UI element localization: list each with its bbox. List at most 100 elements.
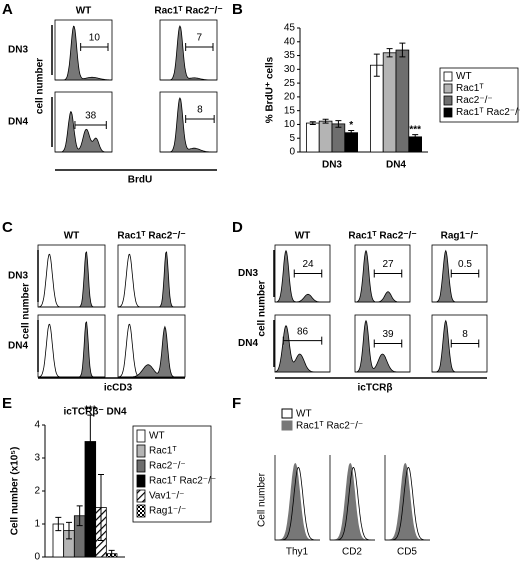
y-tick-label: 3 [34, 453, 40, 464]
panel-label: E [2, 395, 12, 412]
gate-value: 24 [302, 259, 314, 270]
legend-swatch [281, 408, 293, 419]
histogram [275, 462, 320, 541]
row-label: DN4 [8, 341, 28, 352]
error-bar [76, 505, 83, 527]
legend-swatch [136, 474, 146, 488]
plot-frame [37, 314, 106, 378]
y-axis-label: cell number [35, 58, 46, 114]
x-axis-label: icTCRβ [358, 383, 393, 394]
x-tick-label: DN3 [322, 160, 342, 171]
legend-swatch [443, 95, 453, 106]
column-header: Rac1ᵀ Rac2⁻/⁻ [117, 231, 185, 242]
legend-label: Rac2⁻/⁻ [456, 95, 493, 106]
plot-frame [117, 244, 186, 308]
plot-frame [37, 244, 106, 308]
bar [344, 132, 358, 153]
bar [382, 52, 397, 153]
error-bar [412, 134, 419, 140]
legend-label: Rag1⁻/⁻ [149, 506, 186, 517]
plot-frame [159, 91, 218, 153]
column-header: Rac1ᵀ Rac2⁻/⁻ [154, 6, 222, 17]
marker-label: Thy1 [286, 547, 309, 558]
y-tick-label: 30 [284, 64, 296, 75]
legend-swatch [136, 489, 146, 503]
legend-swatch [443, 71, 453, 82]
bar [395, 49, 410, 153]
legend-swatch [136, 444, 146, 458]
error-bar [399, 42, 406, 58]
histogram [37, 323, 105, 378]
gate-value: 7 [197, 33, 203, 44]
y-axis-label: % BrdU⁺ cells [265, 56, 276, 123]
y-tick-label: 35 [284, 50, 296, 61]
legend-swatch [136, 429, 146, 443]
plot-frame [159, 19, 218, 81]
row-label: DN3 [8, 271, 28, 282]
marker-label: CD5 [397, 547, 417, 558]
error-bar [373, 53, 380, 77]
y-axis-label: cell number [257, 280, 268, 336]
legend-swatch [136, 504, 146, 518]
plot-frame [54, 19, 113, 81]
gate-value: 27 [382, 259, 394, 270]
error-bar [309, 121, 316, 125]
gate-value: 0.5 [458, 259, 472, 270]
gate-value: 86 [297, 326, 309, 337]
panel-label: B [232, 1, 243, 18]
annotation: * [349, 120, 353, 131]
legend-label: Vav1⁻/⁻ [149, 491, 184, 502]
bar [369, 64, 384, 153]
y-axis-label: cell number [21, 283, 32, 339]
gate-value: 8 [462, 329, 468, 340]
column-header: Rac1ᵀ Rac2⁻/⁻ [348, 231, 416, 242]
histogram [385, 466, 430, 541]
y-tick-label: 5 [289, 133, 295, 144]
histogram [160, 97, 217, 153]
histogram [355, 319, 410, 373]
histogram [385, 462, 430, 541]
error-bar [98, 474, 104, 541]
legend-frame [132, 425, 212, 523]
annotation: *** [409, 124, 421, 135]
column-header: WT [295, 231, 311, 242]
annotation: *** [84, 405, 96, 416]
bar [331, 123, 346, 153]
y-tick-label: 25 [284, 78, 296, 89]
error-bar [348, 130, 355, 136]
column-header: WT [76, 6, 92, 17]
histogram [55, 111, 112, 153]
y-tick-label: 40 [284, 36, 296, 47]
legend-label: WT [456, 71, 472, 82]
gate-value: 10 [89, 33, 101, 44]
histogram [275, 249, 330, 303]
error-bar [55, 516, 62, 532]
histogram [117, 253, 185, 308]
histogram [38, 251, 105, 308]
legend-label: Rac1ᵀ [149, 446, 177, 457]
legend-swatch [281, 420, 293, 431]
chart-title: icTCRβ⁻ DN4 [63, 407, 126, 418]
histogram [160, 25, 217, 81]
y-axis-label: Cell number (x10⁵) [10, 447, 21, 536]
histogram [330, 462, 375, 541]
bar [305, 122, 320, 153]
y-tick-label: 15 [284, 105, 296, 116]
row-label: DN3 [8, 45, 28, 56]
x-axis-label: BrdU [128, 175, 152, 186]
histogram [118, 251, 185, 308]
marker-label: CD2 [342, 547, 362, 558]
error-bar [322, 118, 329, 124]
panel-label: A [2, 1, 13, 18]
histogram [330, 466, 375, 541]
histogram [275, 466, 320, 541]
gate-value: 38 [85, 111, 97, 122]
column-header: WT [64, 231, 80, 242]
column-header: Rag1⁻/⁻ [441, 231, 479, 242]
gate-value: 39 [382, 329, 394, 340]
legend-swatch [136, 459, 146, 473]
error-bar [87, 414, 94, 469]
legend-label: Rac1ᵀ Rac2⁻/⁻ [296, 421, 363, 432]
x-tick-label: DN4 [386, 160, 406, 171]
legend-label: Rac1ᵀ [456, 83, 484, 94]
